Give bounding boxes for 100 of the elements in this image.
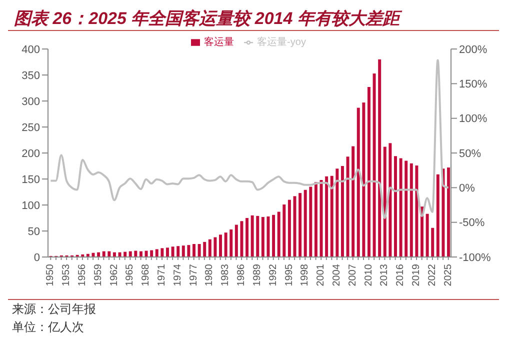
x-tick-label: 2019 — [411, 264, 422, 286]
bar — [246, 218, 249, 257]
bar — [171, 246, 174, 257]
x-tick-label: 1962 — [108, 264, 120, 286]
x-tick-label: 2004 — [331, 264, 342, 286]
bar — [176, 246, 180, 257]
bar — [208, 239, 212, 257]
bar — [320, 180, 323, 257]
x-tick-label: 1992 — [268, 264, 279, 286]
bar — [426, 214, 429, 257]
y-tick-label: 250 — [22, 122, 40, 134]
x-tick-label: 1953 — [61, 264, 72, 286]
x-tick-label: 1950 — [45, 264, 56, 286]
bar — [367, 86, 370, 257]
legend-label: 客运量-yoy — [257, 37, 306, 48]
bar — [378, 59, 382, 257]
y2-tick-label: 50% — [459, 148, 482, 160]
bar — [288, 200, 291, 257]
bar — [336, 168, 339, 257]
x-tick-label: 1998 — [300, 264, 311, 286]
x-tick-label: 2007 — [347, 264, 358, 286]
y-tick-label: 0 — [34, 252, 40, 264]
line-series — [50, 59, 450, 220]
bar — [198, 244, 201, 257]
y2-tick-label: -100% — [459, 252, 492, 264]
bar — [304, 190, 307, 257]
bar — [277, 212, 280, 257]
bar — [187, 245, 190, 257]
bar — [383, 146, 386, 257]
bar — [388, 143, 392, 257]
y2-tick-label: -50% — [459, 217, 485, 230]
bar — [250, 215, 254, 257]
x-tick-label: 1989 — [252, 264, 263, 286]
bar — [346, 156, 350, 257]
x-tick-label: 1977 — [188, 264, 200, 286]
y2-tick-label: 0% — [459, 182, 476, 195]
x-tick-label: 2001 — [316, 264, 327, 286]
bar — [415, 165, 418, 257]
bar — [330, 176, 334, 257]
x-tick-label: 1974 — [172, 264, 184, 286]
x-tick-label: 1965 — [124, 264, 136, 286]
x-tick-label: 1968 — [140, 264, 152, 286]
x-tick-label: 2022 — [426, 264, 438, 286]
bar — [352, 146, 355, 257]
x-tick-label: 1956 — [76, 264, 88, 286]
y-tick-label: 350 — [22, 70, 40, 82]
bar — [394, 156, 397, 257]
x-tick-label: 2013 — [379, 264, 390, 286]
x-tick-label: 2025 — [442, 264, 454, 286]
bar — [309, 186, 312, 257]
bar — [325, 176, 328, 257]
bar — [224, 232, 228, 257]
bar — [230, 229, 233, 257]
bar — [266, 216, 270, 257]
bar — [256, 216, 260, 257]
y-tick-label: 200 — [22, 148, 40, 160]
bar — [356, 108, 360, 257]
bar — [410, 163, 413, 257]
bar — [155, 249, 158, 257]
bar — [399, 158, 402, 257]
y2-tick-label: 150% — [459, 78, 488, 91]
bar — [203, 242, 206, 257]
bar — [192, 244, 196, 257]
legend-label: 客运量 — [204, 37, 234, 48]
bar — [293, 196, 296, 257]
x-tick-label: 2010 — [363, 264, 374, 286]
bar — [166, 248, 169, 257]
bar — [240, 221, 244, 257]
bar — [182, 246, 185, 257]
x-tick-label: 1983 — [220, 264, 232, 286]
x-tick-label: 1995 — [284, 264, 295, 286]
y-tick-label: 300 — [22, 96, 40, 108]
bar — [261, 216, 264, 257]
x-tick-label: 1959 — [92, 264, 104, 286]
y-tick-label: 400 — [22, 44, 40, 56]
y-tick-label: 150 — [22, 174, 40, 186]
bar — [362, 102, 366, 257]
y-tick-label: 100 — [22, 200, 40, 212]
bar — [214, 237, 217, 257]
y-tick-label: 50 — [28, 226, 40, 238]
x-tick-label: 1980 — [204, 264, 216, 286]
bar — [340, 166, 344, 257]
bar — [160, 248, 164, 257]
x-tick-label: 1971 — [156, 264, 168, 286]
x-tick-label: 1986 — [236, 264, 248, 286]
y2-tick-label: 200% — [459, 44, 488, 56]
bar — [150, 250, 154, 257]
bar — [314, 182, 318, 257]
bar — [436, 174, 440, 257]
bar — [234, 224, 238, 257]
bar — [219, 234, 222, 257]
bar — [298, 193, 302, 257]
bar — [431, 228, 434, 257]
y2-tick-label: 100% — [459, 113, 488, 126]
bar — [404, 160, 408, 257]
bar — [282, 204, 286, 257]
bar — [272, 214, 276, 257]
bar — [447, 168, 450, 257]
x-tick-label: 2016 — [395, 264, 406, 286]
bar — [372, 73, 376, 257]
